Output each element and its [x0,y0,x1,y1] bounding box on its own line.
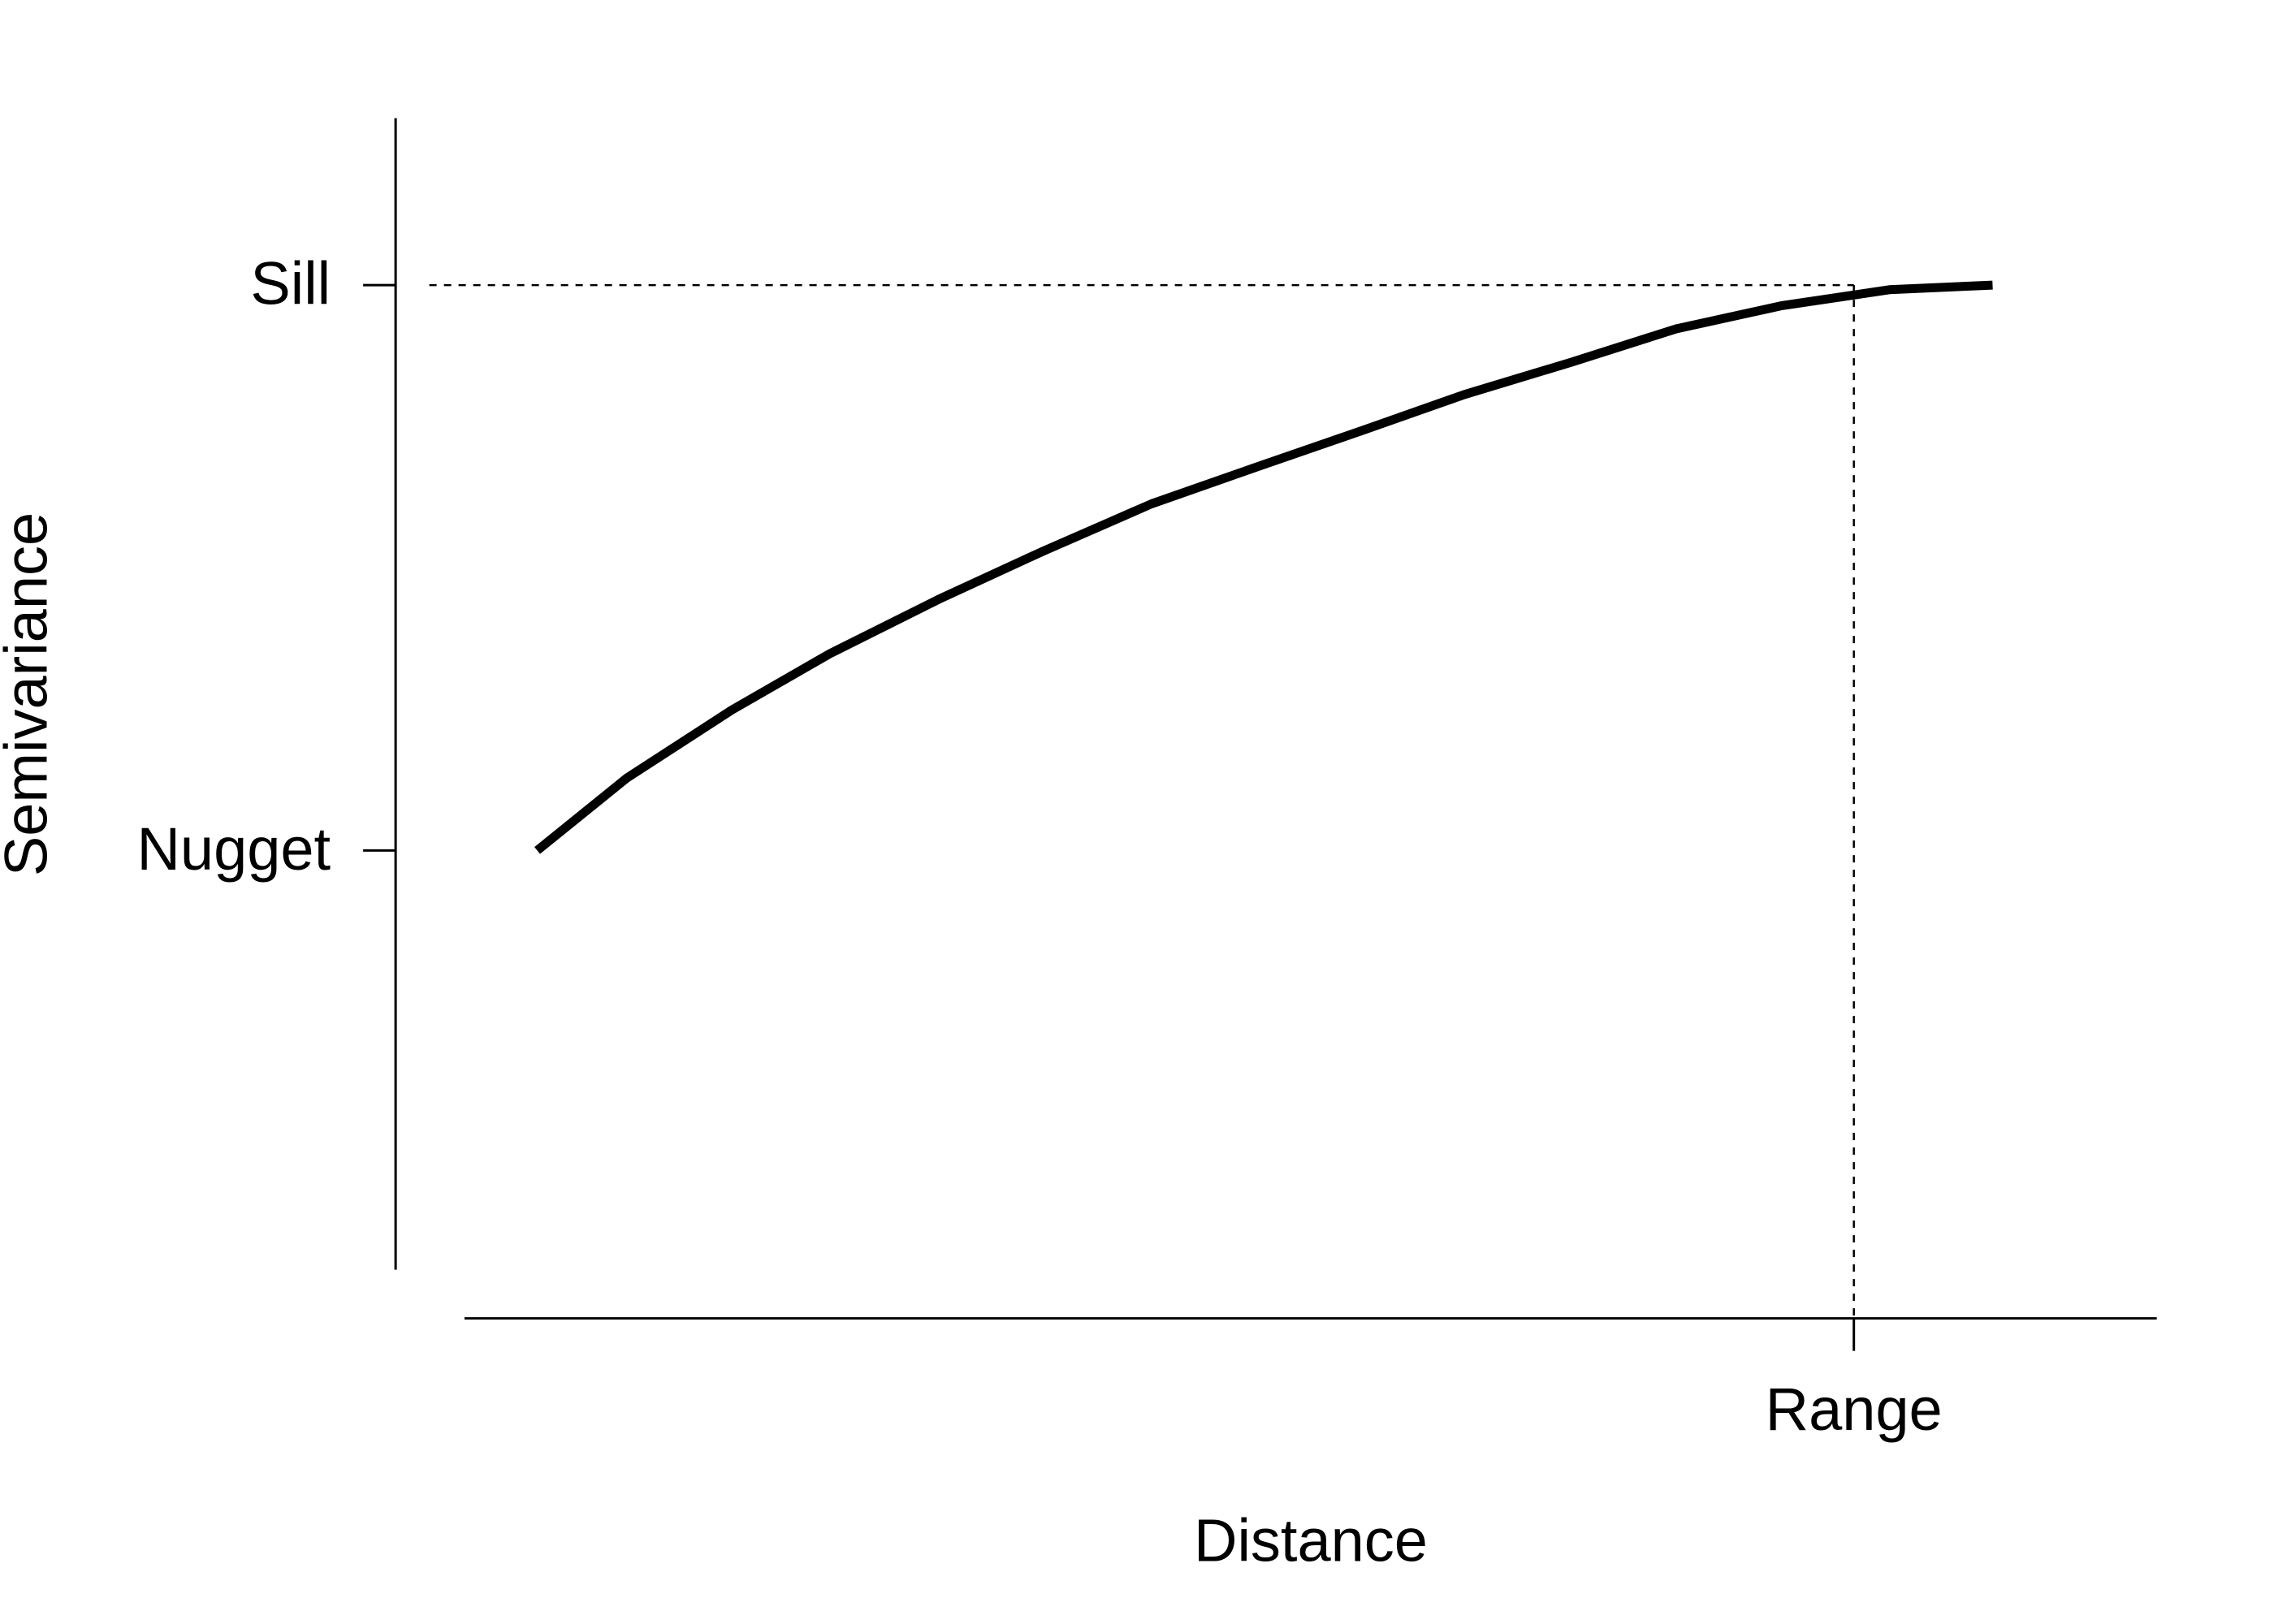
y-axis-title: Semivariance [0,512,60,876]
line [534,280,1993,854]
y-tick-label: Nugget [136,815,331,883]
x-axis-title: Distance [1194,1507,1428,1574]
x-tick-label: Range [1766,1376,1943,1443]
y-tick-label: Sill [250,250,331,317]
